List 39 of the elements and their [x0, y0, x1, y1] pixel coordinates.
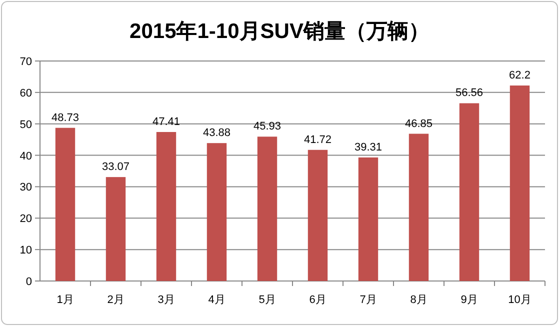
y-tick-label: 60	[20, 87, 32, 100]
x-tick-label: 7月	[360, 294, 377, 306]
bar	[510, 86, 530, 281]
bar	[106, 177, 126, 281]
y-tick-label: 20	[20, 213, 32, 226]
y-tick-label: 50	[20, 118, 32, 131]
y-tick-label: 30	[20, 182, 32, 194]
x-tick-label: 6月	[309, 294, 326, 306]
x-tick-label: 9月	[460, 294, 478, 306]
data-label: 56.56	[455, 87, 484, 100]
y-tick-label: 40	[20, 150, 32, 162]
data-label: 43.88	[202, 127, 231, 140]
x-tick-label: 2月	[107, 294, 124, 306]
data-label: 41.72	[304, 134, 332, 146]
data-label: 48.73	[51, 112, 80, 124]
x-tick-label: 10月	[508, 294, 532, 306]
bar	[257, 136, 278, 281]
bar	[308, 150, 328, 281]
bar	[459, 103, 480, 281]
x-tick-label: 1月	[56, 294, 74, 306]
data-label: 39.31	[354, 141, 382, 154]
bar	[206, 143, 227, 281]
data-label: 45.93	[253, 120, 282, 133]
bar	[55, 128, 76, 281]
y-tick-label: 10	[20, 244, 32, 257]
x-tick-label: 8月	[410, 294, 428, 306]
chart-title: 2015年1-10月SUV销量（万辆）	[130, 20, 430, 43]
y-tick-label: 70	[20, 56, 32, 68]
x-tick-label: 5月	[258, 294, 276, 306]
data-label: 47.41	[152, 116, 180, 128]
bar	[408, 134, 429, 281]
data-label: 33.07	[102, 161, 130, 174]
bar	[156, 132, 176, 281]
bar	[358, 157, 378, 281]
data-label: 62.2	[509, 70, 530, 82]
data-label: 46.85	[404, 118, 433, 130]
x-tick-label: 4月	[208, 294, 226, 306]
y-tick-label: 0	[26, 276, 32, 288]
x-tick-label: 3月	[158, 294, 175, 306]
